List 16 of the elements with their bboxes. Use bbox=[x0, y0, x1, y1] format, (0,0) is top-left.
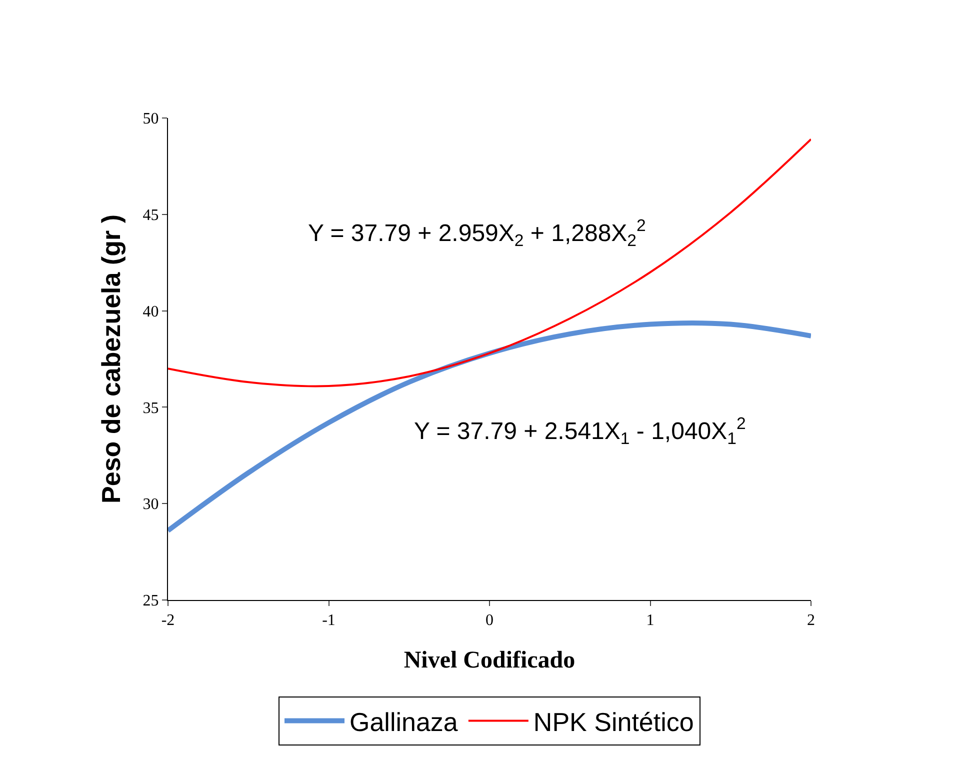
x-tick-label: -1 bbox=[322, 612, 336, 630]
legend-label: Gallinaza bbox=[350, 706, 458, 737]
y-tick-label: 45 bbox=[142, 207, 159, 224]
y-axis-title: Peso de cabezuela (gr ) bbox=[96, 214, 126, 504]
y-tick-label: 40 bbox=[142, 303, 159, 320]
x-axis-title: Nivel Codificado bbox=[404, 648, 576, 674]
x-tick-label: 0 bbox=[486, 612, 494, 630]
line-series bbox=[168, 138, 811, 388]
x-tick-label: 1 bbox=[646, 612, 654, 630]
x-tick-label: -2 bbox=[161, 612, 175, 630]
y-tick-label: 35 bbox=[142, 400, 159, 417]
y-tick-label: 25 bbox=[142, 592, 159, 610]
y-tick-label: 30 bbox=[142, 496, 159, 514]
x-tick-label: 2 bbox=[807, 612, 815, 630]
y-tick-label: 50 bbox=[142, 110, 159, 128]
legend-label: NPK Sintético bbox=[533, 706, 694, 737]
